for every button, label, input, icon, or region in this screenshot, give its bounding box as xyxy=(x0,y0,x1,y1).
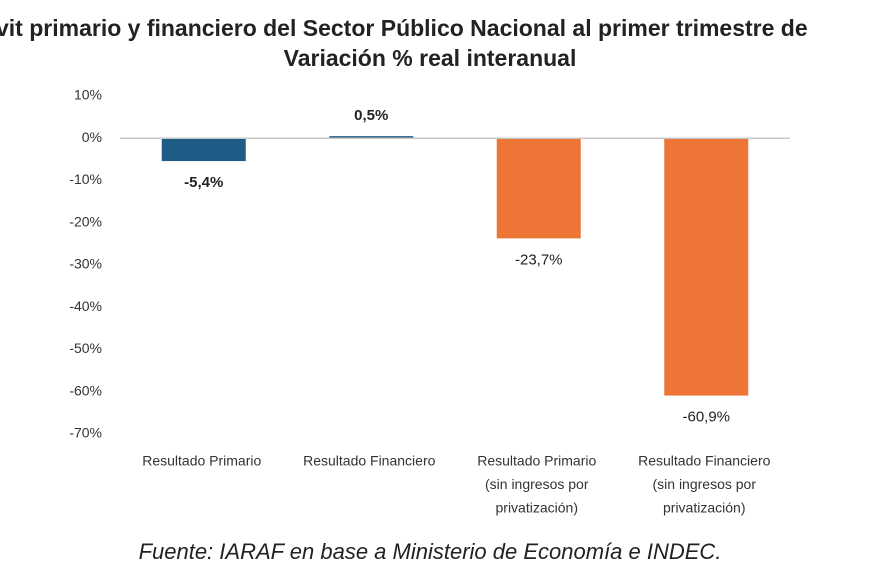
x-tick-label: Resultado Financiero xyxy=(638,453,771,469)
x-tick-label: privatización) xyxy=(496,500,578,516)
y-tick-label: -20% xyxy=(69,213,102,229)
y-tick-label: 10% xyxy=(74,87,102,103)
bar xyxy=(496,138,581,239)
x-tick-label: (sin ingresos por xyxy=(485,476,589,492)
x-tick-label: privatización) xyxy=(663,500,745,516)
chart-title: vit primario y financiero del Sector Púb… xyxy=(0,15,808,41)
x-tick-label: Resultado Primario xyxy=(477,453,596,469)
y-tick-label: -50% xyxy=(69,340,102,356)
source-note: Fuente: IARAF en base a Ministerio de Ec… xyxy=(139,539,722,564)
data-label: -23,7% xyxy=(515,251,563,268)
data-label: -60,9% xyxy=(682,409,730,426)
y-tick-label: -10% xyxy=(69,171,102,187)
y-tick-label: -30% xyxy=(69,256,102,272)
chart-subtitle: Variación % real interanual xyxy=(284,45,577,71)
y-tick-label: 0% xyxy=(82,129,102,145)
x-tick-label: Resultado Primario xyxy=(142,453,261,469)
data-label: 0,5% xyxy=(354,107,388,124)
y-tick-label: -60% xyxy=(69,382,102,398)
bar xyxy=(161,138,246,162)
x-tick-label: Resultado Financiero xyxy=(303,453,436,469)
data-label: -5,4% xyxy=(184,174,223,191)
x-tick-label: (sin ingresos por xyxy=(653,476,757,492)
y-tick-label: -40% xyxy=(69,298,102,314)
y-tick-label: -70% xyxy=(69,425,102,441)
bar xyxy=(664,138,749,396)
bar xyxy=(329,136,414,139)
